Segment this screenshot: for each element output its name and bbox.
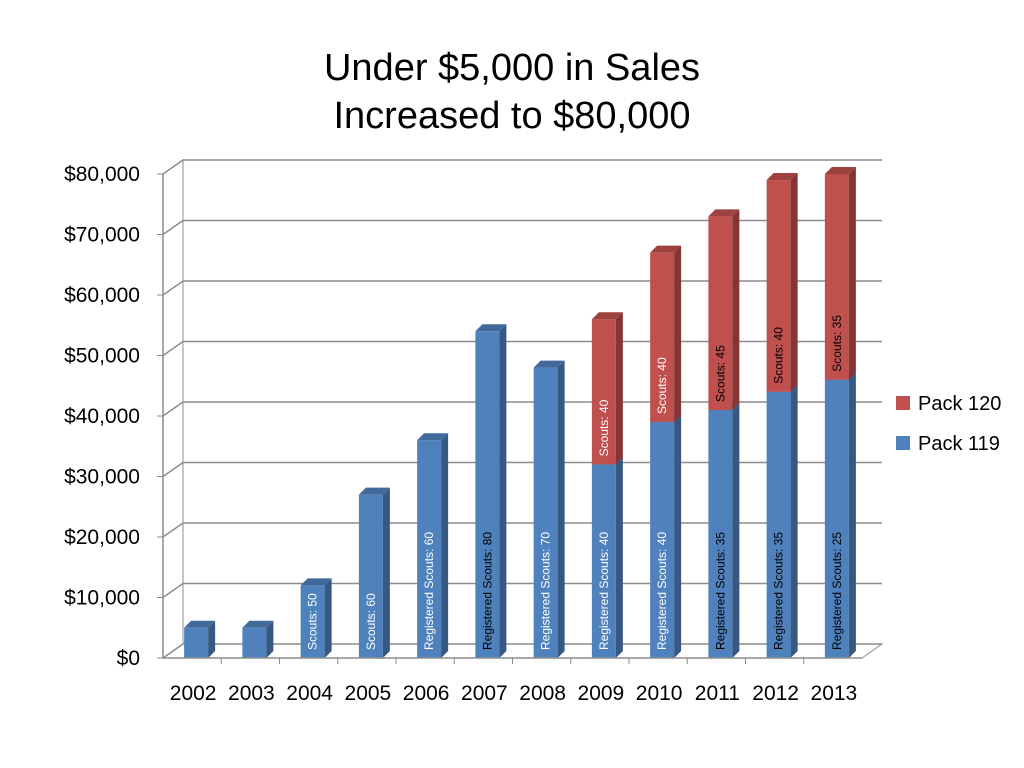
gridline — [162, 643, 882, 659]
bar-label: Registered Scouts: 40 — [597, 532, 611, 650]
x-tick-label: 2009 — [578, 682, 625, 705]
bar-label: Scouts: 40 — [655, 357, 669, 414]
gridline — [162, 582, 882, 599]
bar-side — [674, 415, 682, 658]
x-tick-label: 2007 — [461, 682, 508, 705]
gridline — [162, 461, 882, 478]
legend-label: Pack 120 — [918, 393, 1001, 415]
x-tick-label: 2011 — [695, 682, 740, 705]
gridline — [162, 159, 882, 175]
bar-label: Registered Scouts: 40 — [655, 532, 669, 650]
bar-pack-119 — [533, 367, 558, 658]
bar-top — [533, 360, 565, 368]
gridline — [162, 522, 882, 538]
bar-side — [615, 457, 623, 658]
bar-side — [208, 620, 216, 658]
bar-label: Scouts: 60 — [364, 593, 378, 650]
bar-pack-119 — [766, 391, 791, 658]
y-tick-label: $50,000 — [64, 345, 140, 368]
x-tick-label: 2004 — [286, 682, 333, 705]
bar-label: Scouts: 35 — [830, 315, 844, 372]
bar-pack-119 — [417, 440, 442, 658]
bar-pack-119 — [591, 464, 616, 658]
bar-side — [382, 487, 390, 658]
x-tick-label: 2010 — [636, 682, 683, 705]
chart-title-line-1: Under $5,000 in Sales — [323, 47, 701, 89]
bar-pack-120 — [766, 180, 791, 392]
bar-top — [417, 433, 449, 441]
bar-side — [848, 372, 856, 658]
bar-top — [358, 487, 390, 495]
bar-pack-119 — [650, 422, 675, 658]
bar-pack-120 — [708, 216, 733, 410]
legend-label: Pack 119 — [918, 433, 1000, 455]
x-tick-label: 2003 — [228, 682, 275, 705]
bar-side — [674, 245, 682, 423]
bar-pack-119 — [358, 494, 383, 658]
bar-pack-120 — [591, 319, 616, 465]
bar-pack-120 — [824, 174, 849, 380]
bar-label: Registered Scouts: 35 — [713, 532, 727, 650]
bar-label: Registered Scouts: 25 — [830, 532, 844, 650]
gridline — [162, 340, 882, 357]
bar-side — [732, 209, 740, 410]
x-tick-label: 2008 — [519, 682, 566, 705]
x-tick-label: 2006 — [403, 682, 450, 705]
gridline — [162, 401, 882, 417]
bar-top — [242, 620, 274, 628]
bar-pack-119 — [242, 627, 267, 658]
y-tick-label: $20,000 — [64, 526, 140, 549]
bar-side — [441, 433, 449, 658]
bar-pack-119 — [708, 409, 733, 658]
bar-pack-119 — [475, 331, 500, 658]
x-tick-label: 2013 — [811, 682, 858, 705]
bar-top — [708, 209, 740, 217]
bar-pack-119 — [824, 379, 849, 658]
bar-side — [266, 620, 274, 658]
x-tick-label: 2005 — [345, 682, 392, 705]
bar-top — [475, 324, 507, 332]
y-tick-label: $30,000 — [64, 466, 140, 489]
bar-label: Scouts: 40 — [597, 399, 611, 456]
bar-side — [499, 324, 507, 658]
y-tick-label: $40,000 — [64, 405, 140, 428]
bar-side — [790, 384, 798, 658]
bar-pack-119 — [184, 627, 209, 658]
bar-pack-120 — [650, 252, 675, 423]
bar-label: Registered Scouts: 35 — [772, 532, 786, 650]
y-tick-label: $0 — [117, 647, 140, 670]
bar-label: Scouts: 45 — [713, 345, 727, 402]
gridline — [162, 219, 882, 236]
bar-top — [650, 245, 682, 253]
y-tick-label: $10,000 — [64, 587, 140, 610]
y-tick-label: $70,000 — [64, 224, 140, 247]
chart-title-line-2: Increased to $80,000 — [333, 95, 691, 137]
bar-side — [324, 578, 332, 658]
bar-top — [824, 167, 856, 174]
bar-pack-119 — [300, 585, 325, 658]
legend-swatch — [896, 436, 910, 450]
bar-top — [591, 312, 623, 320]
bar-label: Scouts: 50 — [306, 593, 320, 650]
bar-label: Scouts: 40 — [772, 327, 786, 384]
y-tick-label: $60,000 — [64, 284, 140, 307]
x-tick-label: 2012 — [752, 682, 799, 705]
y-tick-label: $80,000 — [64, 163, 140, 186]
bar-top — [184, 620, 216, 628]
chart-title: Under $5,000 in Sales Increased to $80,0… — [0, 44, 1024, 140]
x-tick-label: 2002 — [170, 682, 217, 705]
bar-side — [557, 360, 565, 658]
bar-label: Registered Scouts: 70 — [539, 532, 553, 650]
bar-side — [615, 312, 623, 465]
bar-side — [732, 402, 740, 658]
legend-swatch — [896, 396, 910, 410]
bar-label: Registered Scouts: 80 — [480, 532, 494, 650]
bar-side — [848, 167, 856, 380]
bar-side — [790, 173, 798, 392]
bar-top — [766, 173, 798, 181]
bar-top — [300, 578, 332, 586]
bar-label: Registered Scouts: 60 — [422, 532, 436, 650]
gridline — [162, 280, 882, 296]
